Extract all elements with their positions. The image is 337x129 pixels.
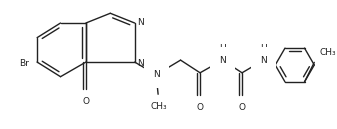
Text: Br: Br bbox=[20, 59, 29, 68]
Text: O: O bbox=[239, 103, 246, 112]
Text: CH₃: CH₃ bbox=[319, 49, 336, 58]
Text: N: N bbox=[136, 18, 143, 27]
Text: H: H bbox=[260, 44, 267, 53]
Text: N: N bbox=[153, 70, 159, 79]
Text: N: N bbox=[136, 59, 143, 68]
Text: N: N bbox=[219, 56, 226, 65]
Text: CH₃: CH₃ bbox=[151, 102, 167, 111]
Text: H: H bbox=[219, 44, 226, 53]
Text: O: O bbox=[196, 103, 204, 112]
Text: O: O bbox=[82, 97, 89, 106]
Text: N: N bbox=[260, 56, 267, 65]
